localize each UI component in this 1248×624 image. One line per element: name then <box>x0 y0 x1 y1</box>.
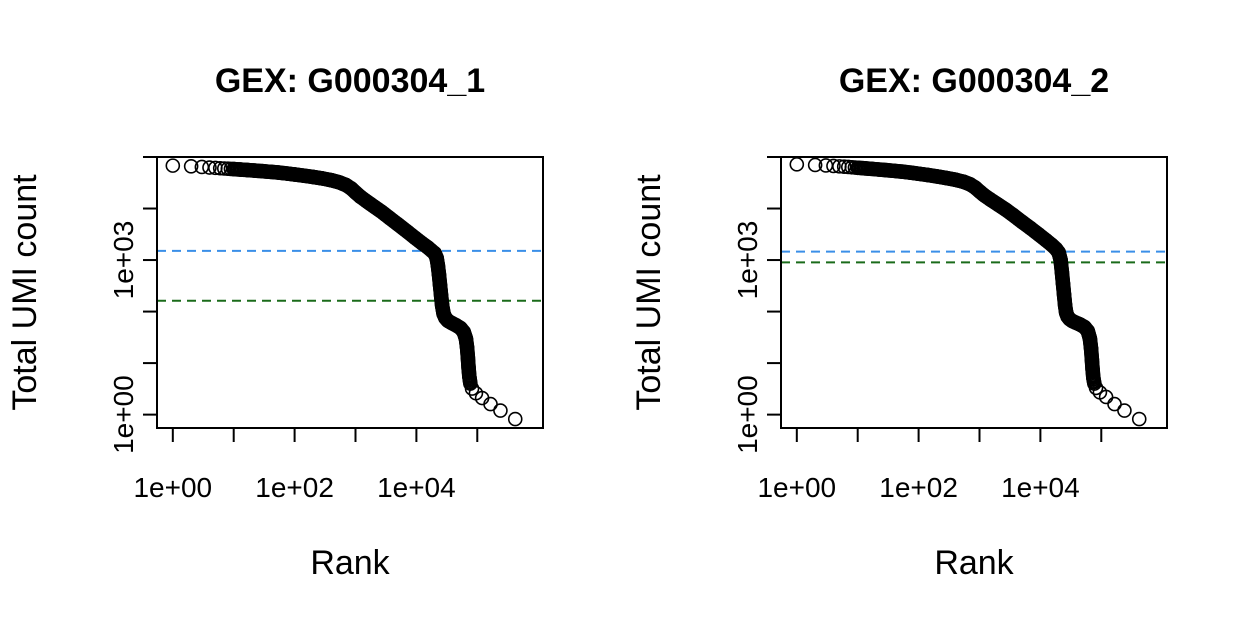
chart-panel-1: GEX: G000304_1 1e+00 1e+02 1e+04 1e+00 1e+03 R… <box>6 62 544 582</box>
data-point <box>1082 331 1098 346</box>
data-point <box>226 161 242 177</box>
data-point <box>390 217 406 232</box>
x-axis-label: Rank <box>310 544 390 582</box>
data-point <box>1088 380 1104 396</box>
data-point <box>826 158 841 174</box>
points-layer <box>789 157 1147 427</box>
x-tick-label: 1e+02 <box>879 472 958 503</box>
data-point <box>1086 370 1101 386</box>
data-point <box>493 403 508 418</box>
data-point <box>789 157 805 172</box>
data-point <box>982 192 998 207</box>
data-point <box>871 162 886 177</box>
data-point <box>287 167 302 182</box>
y-tick-label: 1e+00 <box>732 375 763 454</box>
data-point <box>433 288 449 304</box>
data-point <box>879 162 895 178</box>
y-tick-label: 1e+03 <box>732 221 763 300</box>
data-point <box>972 184 987 199</box>
data-point <box>920 167 935 183</box>
x-tick-label: 1e+00 <box>757 472 836 503</box>
data-point <box>240 162 256 178</box>
y-axis-label: Total UMI count <box>6 174 44 411</box>
data-point <box>929 169 945 184</box>
data-point <box>967 180 983 195</box>
data-point <box>507 411 523 427</box>
data-point <box>358 193 374 209</box>
data-point <box>807 157 823 173</box>
data-point <box>263 164 278 180</box>
data-point <box>895 164 911 180</box>
data-point <box>947 172 963 188</box>
chart-panel-2: GEX: G000304_2 1e+00 1e+02 1e+04 1e+00 1e+03 R… <box>630 62 1168 582</box>
data-point <box>279 166 295 181</box>
data-point <box>348 185 363 200</box>
chart-title: GEX: G000304_1 <box>215 62 485 100</box>
data-point <box>956 174 971 190</box>
data-point <box>1057 298 1073 314</box>
data-point <box>1080 323 1096 339</box>
data-point <box>1055 276 1071 291</box>
data-point <box>296 168 311 183</box>
data-point <box>464 381 480 396</box>
data-point <box>1084 351 1100 367</box>
data-point <box>938 170 954 186</box>
data-point <box>857 161 872 176</box>
data-point <box>183 158 199 174</box>
x-tick-label: 1e+00 <box>133 472 212 503</box>
data-point <box>1131 411 1147 427</box>
data-point <box>332 175 347 190</box>
data-point <box>1077 319 1092 335</box>
data-point <box>1085 362 1100 377</box>
y-axis-label: Total UMI count <box>630 174 668 411</box>
x-axis-label: Rank <box>934 544 1014 582</box>
data-point <box>461 360 476 376</box>
x-tick-label: 1e+02 <box>255 472 334 503</box>
data-point <box>990 197 1006 212</box>
data-point <box>887 163 902 179</box>
data-point <box>1054 264 1070 279</box>
data-point <box>432 278 448 293</box>
data-point <box>165 158 181 173</box>
data-point <box>460 349 476 365</box>
data-point <box>1117 403 1132 418</box>
data-point <box>305 169 321 185</box>
data-point <box>864 161 880 177</box>
data-point <box>1056 287 1072 303</box>
y-tick-label: 1e+00 <box>108 375 139 454</box>
data-point <box>998 202 1014 217</box>
y-tick-label: 1e+03 <box>108 221 139 300</box>
data-point <box>255 163 271 179</box>
data-point <box>1051 245 1067 260</box>
data-point <box>903 165 919 180</box>
data-point <box>459 340 475 355</box>
data-point <box>1107 396 1122 412</box>
chart-title: GEX: G000304_2 <box>839 62 1109 100</box>
data-point <box>1083 341 1099 357</box>
data-point <box>366 199 382 214</box>
data-point <box>430 257 446 273</box>
plot-frame <box>780 156 1168 429</box>
x-tick-label: 1e+04 <box>377 472 456 503</box>
data-point <box>456 324 472 340</box>
data-point <box>343 181 359 196</box>
data-point <box>458 331 474 346</box>
data-point <box>233 162 248 177</box>
plot-frame <box>156 156 544 429</box>
data-point <box>271 165 287 180</box>
points-layer <box>165 158 523 427</box>
data-point <box>202 160 217 175</box>
data-point <box>431 267 447 282</box>
data-point <box>314 171 330 186</box>
data-point <box>1053 252 1068 268</box>
data-point <box>247 163 262 178</box>
data-point <box>850 160 866 176</box>
x-tick-label: 1e+04 <box>1001 472 1080 503</box>
data-point <box>407 230 423 246</box>
data-point <box>911 166 926 182</box>
data-point <box>323 172 339 188</box>
data-point <box>1098 389 1114 405</box>
data-point <box>429 250 444 266</box>
